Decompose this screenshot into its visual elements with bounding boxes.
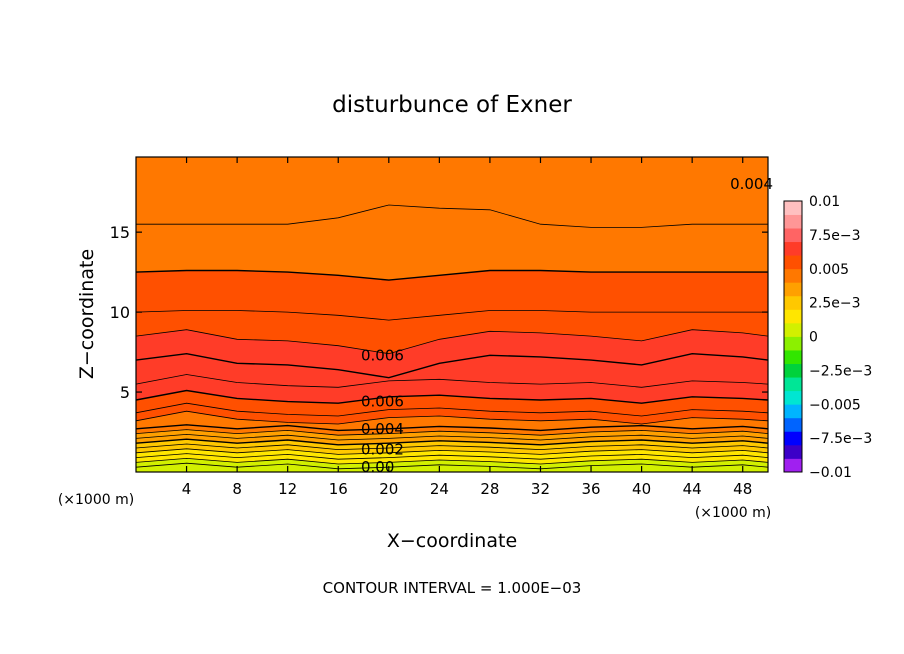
x-tick-label: 16 [329,480,348,498]
y-axis-label: Z−coordinate [76,249,98,379]
x-axis-label: X−coordinate [387,530,517,552]
y-axis-ticks: 5 10 15 [110,223,768,402]
colorbar-swatch [784,201,802,215]
contour-line [135,310,768,321]
contour-line [135,389,769,404]
contour-label: 0.006 [361,346,404,364]
colorbar-tick-label: 0.01 [809,194,840,210]
colorbar-swatch [784,255,802,270]
plot-frame [135,156,769,473]
contour-line [135,429,769,436]
colorbar-swatch [784,444,802,459]
colorbar-swatch [784,431,802,446]
chart-title: disturbunce of Exner [332,92,572,118]
contour-line [135,448,769,455]
contour-line [135,462,769,470]
contour-lines [135,204,769,470]
colorbar-tick-label: −0.005 [809,397,861,413]
contour-label: 0.002 [361,441,404,459]
x-tick-label: 48 [733,480,752,498]
colorbar [783,200,803,473]
colorbar-swatch [784,417,802,432]
x-tick-label: 40 [632,480,651,498]
contour-line [135,453,769,460]
contour-line [135,443,769,451]
contour-line [135,438,769,446]
contour-label: 0.006 [361,393,404,411]
contour-line [135,352,769,379]
colorbar-swatch [784,228,802,243]
colorbar-tick-label: −0.01 [809,465,852,481]
colorbar-tick-label: 2.5e−3 [809,296,861,312]
colorbar-tick-labels: 0.01 7.5e−3 0.005 2.5e−3 0 −2.5e−3 −0.005 −7.5e… [809,194,872,481]
colorbar-swatch [784,336,802,351]
colorbar-swatch [784,404,802,419]
y-tick-label: 15 [110,223,130,242]
x-unit-label: (×1000 m) [695,505,771,521]
x-tick-label: 36 [581,480,600,498]
y-tick-label: 10 [110,303,130,322]
contour-interval-note: CONTOUR INTERVAL = 1.000E−03 [323,579,582,597]
colorbar-swatch [784,241,802,256]
colorbar-swatch [784,377,802,392]
colorbar-swatch [784,363,802,378]
contour-line [136,204,768,228]
colorbar-tick-label: −7.5e−3 [809,431,872,447]
contour-line [135,424,769,432]
contour-label: 0.004 [730,175,773,193]
x-axis-ticks: 4 8 12 16 20 24 28 32 36 40 44 48 [182,157,752,498]
colorbar-swatch [784,295,802,310]
contour-fill [135,156,769,473]
y-unit-label: (×1000 m) [58,492,134,508]
x-tick-label: 44 [683,480,702,498]
colorbar-frame [783,200,803,473]
colorbar-swatch [784,350,802,364]
colorbar-tick-label: 0.005 [809,262,849,278]
contour-line [135,433,769,441]
contour-label: 0.004 [361,420,404,438]
colorbar-swatch [784,390,802,405]
colorbar-swatch [784,282,802,297]
x-tick-label: 32 [531,480,550,498]
colorbar-swatch [784,309,802,324]
x-tick-label: 12 [278,480,297,498]
colorbar-swatch [784,214,802,229]
colorbar-swatch [784,322,802,337]
contour-line [135,410,769,425]
colorbar-tick-label: 7.5e−3 [809,228,861,244]
x-tick-label: 20 [379,480,398,498]
colorbar-tick-label: −2.5e−3 [809,363,872,379]
x-tick-label: 24 [430,480,449,498]
contour-line [135,269,768,281]
y-tick-label: 5 [120,383,130,402]
contour-line [135,402,769,417]
colorbar-swatch [784,268,802,283]
contour-line [135,374,769,388]
x-tick-label: 4 [182,480,192,498]
contour-line [135,457,769,465]
x-tick-label: 8 [232,480,242,498]
x-tick-label: 28 [480,480,499,498]
colorbar-tick-label: 0 [809,330,818,346]
contour-line [135,329,769,355]
colorbar-swatch [784,458,802,473]
